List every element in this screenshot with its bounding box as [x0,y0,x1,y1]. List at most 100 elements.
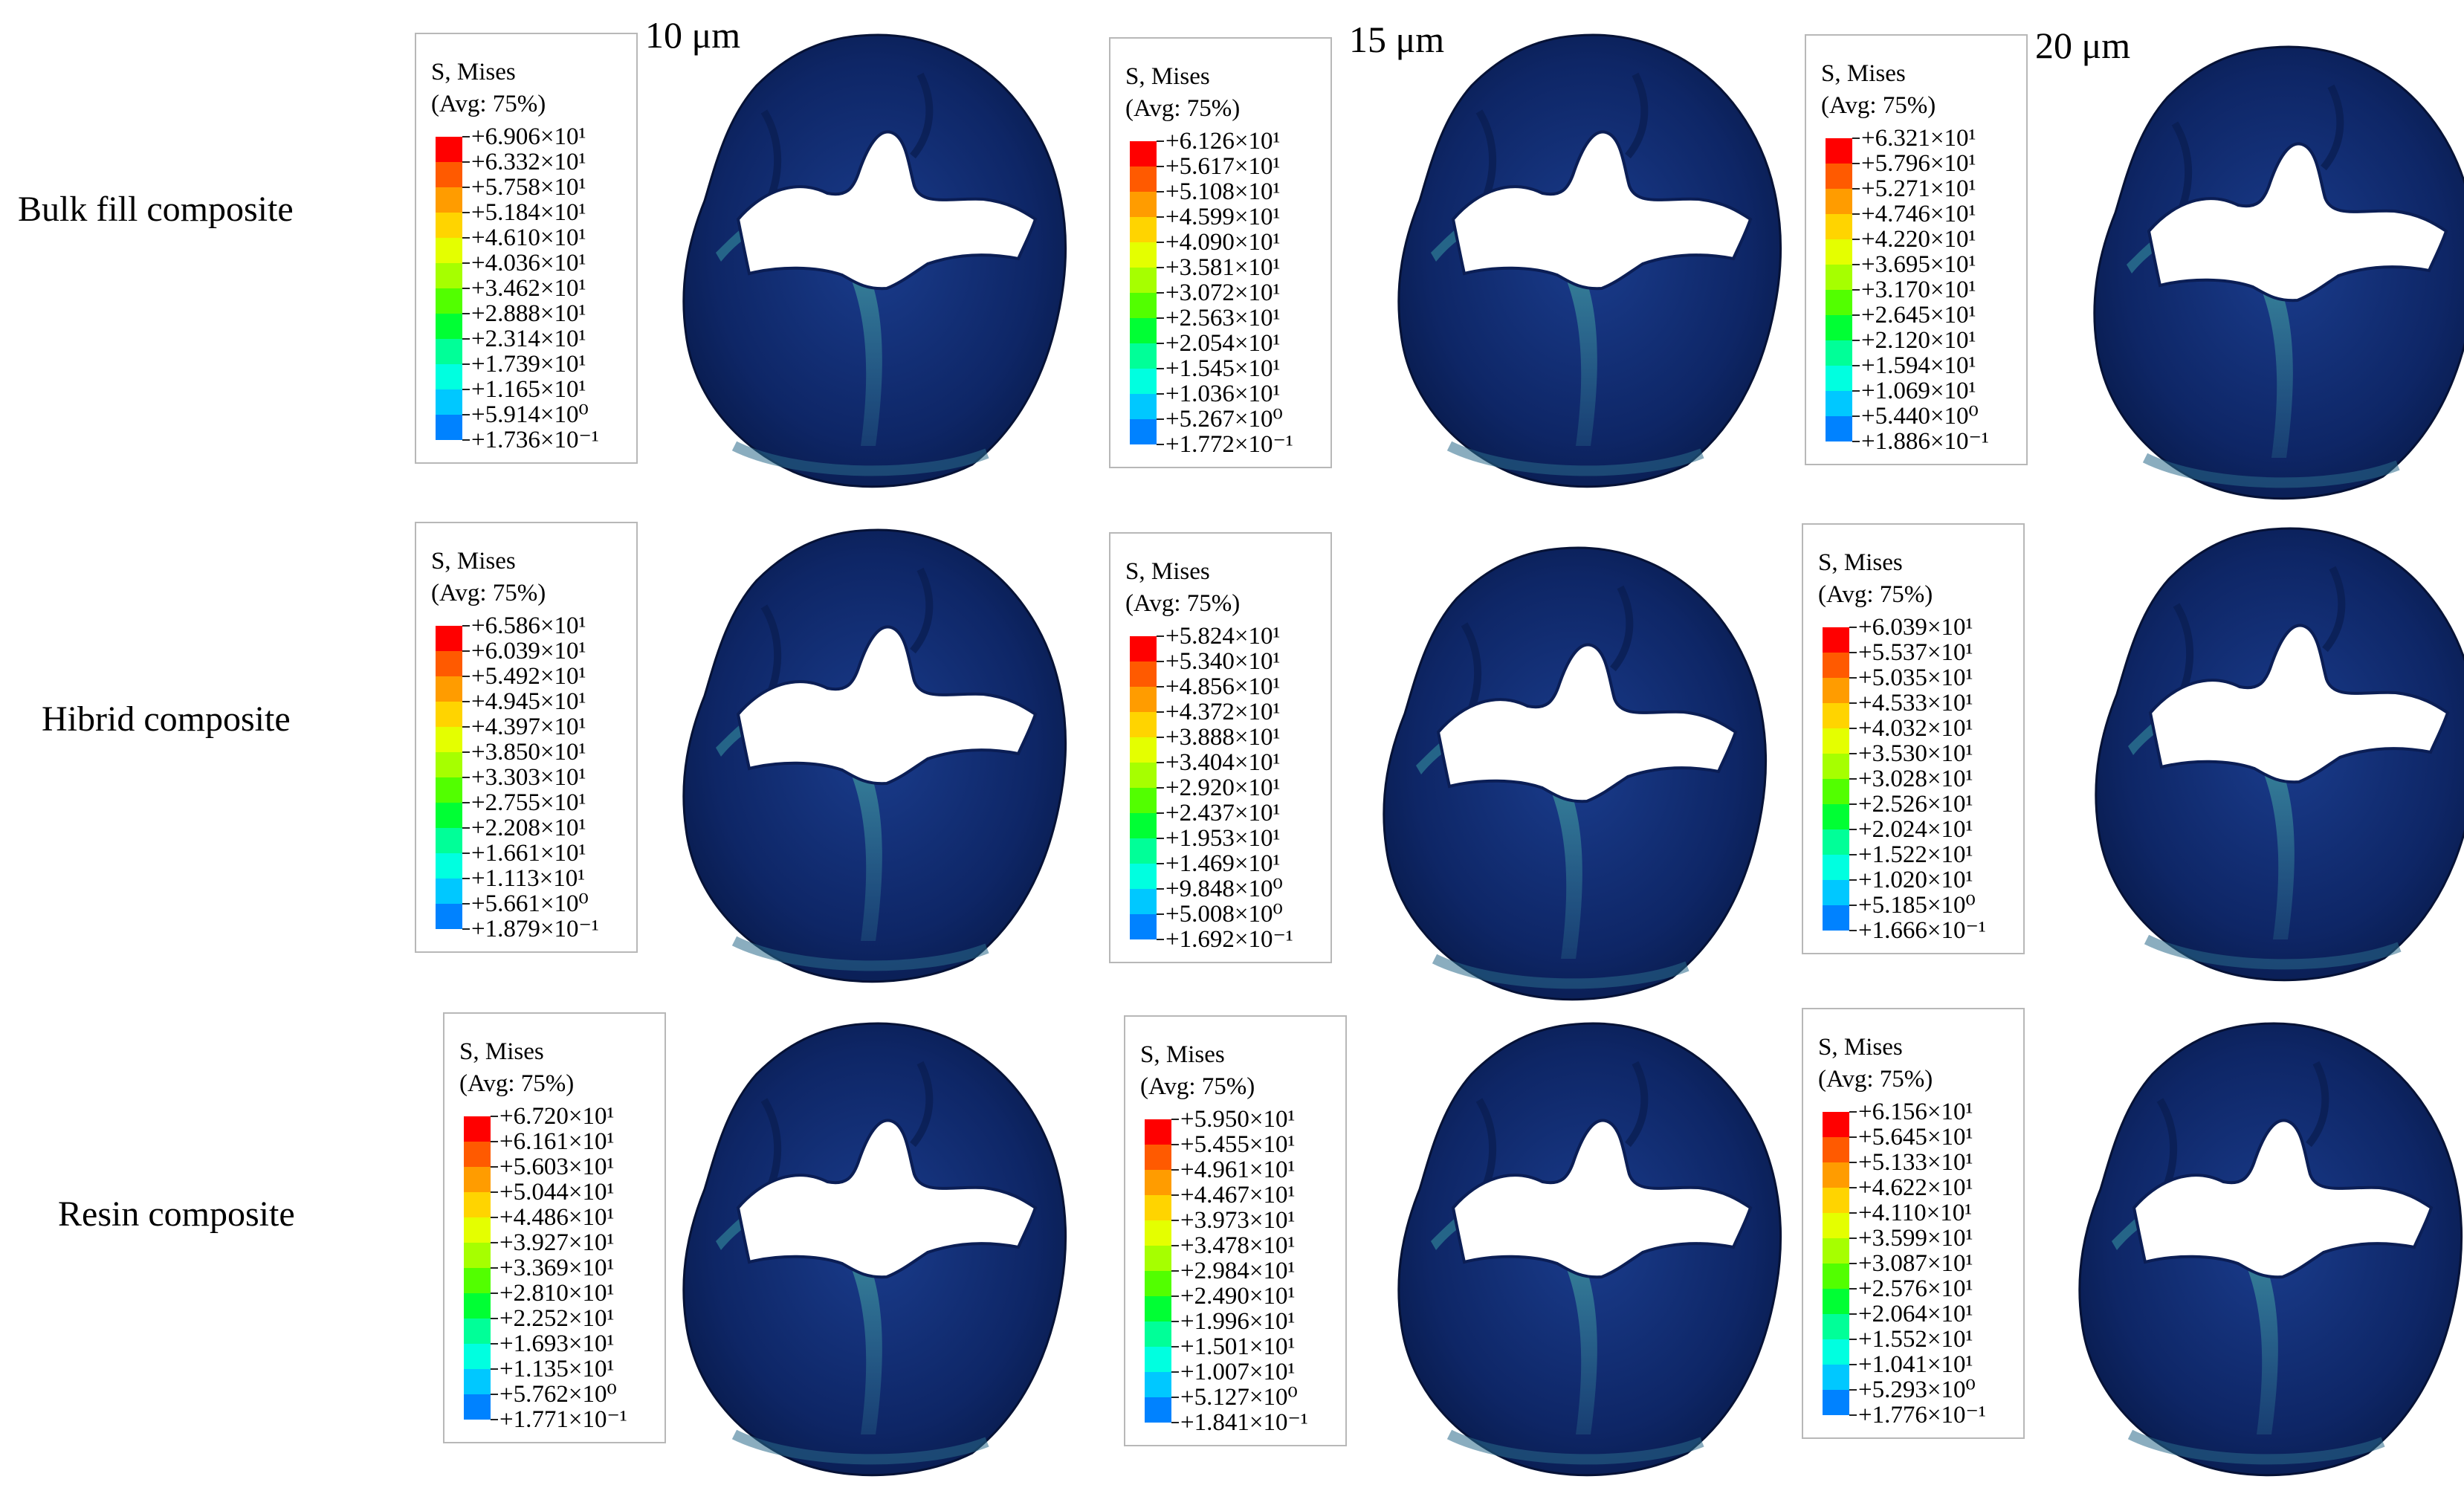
contour-value-label: +2.920×10¹ [1165,774,1281,801]
contour-tick [1849,854,1857,855]
contour-value-label: +6.720×10¹ [499,1103,615,1130]
legend-title: S, Mises (Avg: 75%) [431,546,546,609]
contour-color-swatch [1823,1365,1849,1390]
contour-tick [1157,939,1164,940]
contour-value-label: +6.332×10¹ [471,149,586,175]
contour-tick [462,363,470,365]
contour-tick [1157,166,1164,167]
contour-tick [491,1217,498,1218]
contour-color-swatch [1823,855,1849,880]
contour-color-swatch [1823,703,1849,728]
stress-band [731,1429,989,1465]
contour-tick [1849,879,1857,881]
contour-tick [1157,418,1164,420]
contour-color-swatch [436,752,462,777]
contour-value-label: +2.208×10¹ [471,815,586,841]
contour-value-label: +5.824×10¹ [1165,623,1281,650]
contour-value-label: +2.490×10¹ [1180,1283,1296,1310]
legend-title-averaging: (Avg: 75%) [1818,581,1933,608]
contour-color-swatch [1130,318,1157,343]
contour-tick [491,1116,498,1117]
contour-value-label: +2.024×10¹ [1858,816,1973,843]
contour-value-label: +3.404×10¹ [1165,749,1281,776]
contour-tick [1849,627,1857,628]
contour-tick [1157,863,1164,864]
tooth-groove [1610,585,1634,672]
contour-value-label: +1.069×10¹ [1861,378,1976,404]
contour-color-swatch [1145,1347,1171,1372]
contour-tick [1157,838,1164,839]
contour-value-label: +6.039×10¹ [1858,614,1973,641]
contour-tick [1849,1162,1857,1163]
contour-value-label: +5.440×10⁰ [1861,403,1979,430]
contour-value-label: +5.108×10¹ [1165,178,1281,205]
contour-tick [1171,1321,1179,1322]
contour-tick [1171,1194,1179,1196]
contour-color-swatch [1130,813,1157,838]
contour-color-swatch [1145,1195,1171,1220]
contour-value-label: +5.950×10¹ [1180,1106,1296,1133]
contour-tick [1849,1212,1857,1214]
cavity-preparation [1451,1119,1753,1279]
contour-color-swatch [1826,290,1852,315]
contour-color-swatch [436,879,462,904]
contour-value-label: +4.486×10¹ [499,1204,615,1231]
stress-band [731,441,989,476]
legend-title-variable: S, Mises [1125,558,1210,585]
contour-value-label: +6.906×10¹ [471,123,586,150]
contour-color-swatch [1145,1397,1171,1423]
contour-color-swatch [1826,189,1852,214]
contour-color-swatch [1823,779,1849,804]
contour-value-label: +5.271×10¹ [1861,175,1976,202]
legend-title-averaging: (Avg: 75%) [1821,92,1936,119]
contour-tick [1852,188,1860,190]
contour-value-label: +3.695×10¹ [1861,251,1976,278]
tooth-stress-render [682,1022,1067,1477]
contour-tick [1849,1339,1857,1340]
contour-value-label: +4.533×10¹ [1858,690,1973,716]
legend-title-averaging: (Avg: 75%) [1125,95,1241,122]
contour-tick [491,1419,498,1420]
tooth-groove [2306,1061,2329,1148]
contour-color-swatch [1130,394,1157,419]
stress-band [731,936,989,971]
legend-title-variable: S, Mises [1818,549,1903,576]
contour-value-label: +5.796×10¹ [1861,150,1976,177]
contour-tick [462,389,470,390]
contour-tick [462,852,470,854]
contour-tick [491,1267,498,1269]
contour-color-swatch [1130,864,1157,889]
contour-value-label: +4.032×10¹ [1858,715,1973,742]
contour-tick [1157,267,1164,268]
contour-color-swatch [436,853,462,879]
contour-value-label: +5.762×10⁰ [499,1381,617,1408]
contour-color-swatch [1823,804,1849,829]
contour-tick [1849,1136,1857,1138]
contour-tick [491,1242,498,1243]
contour-color-swatch [436,727,462,752]
contour-value-label: +5.603×10¹ [499,1154,615,1180]
legend-title-averaging: (Avg: 75%) [1125,590,1241,617]
contour-color-swatch [436,828,462,853]
contour-value-label: +2.755×10¹ [471,789,586,816]
tooth-groove [910,72,934,159]
contour-value-label: +3.072×10¹ [1165,279,1281,306]
tooth-stress-render [1383,546,1768,1001]
contour-value-label: +1.113×10¹ [471,865,586,892]
contour-color-swatch [1826,265,1852,290]
contour-value-label: +3.303×10¹ [471,764,586,791]
contour-color-swatch [1826,366,1852,391]
contour-color-swatch [436,651,462,676]
tooth-model-hibrid-10um [675,525,1076,986]
contour-value-label: +6.039×10¹ [471,638,586,664]
cavity-preparation [2148,624,2450,784]
contour-value-label: +5.758×10¹ [471,174,586,201]
contour-color-swatch [464,1369,491,1394]
contour-color-swatch [1826,214,1852,239]
contour-value-label: +5.035×10¹ [1858,664,1973,691]
contour-tick [491,1318,498,1319]
contour-tick [462,903,470,905]
contour-value-label: +4.746×10¹ [1861,201,1976,227]
tooth-groove [910,567,934,654]
contour-color-swatch [1130,419,1157,444]
